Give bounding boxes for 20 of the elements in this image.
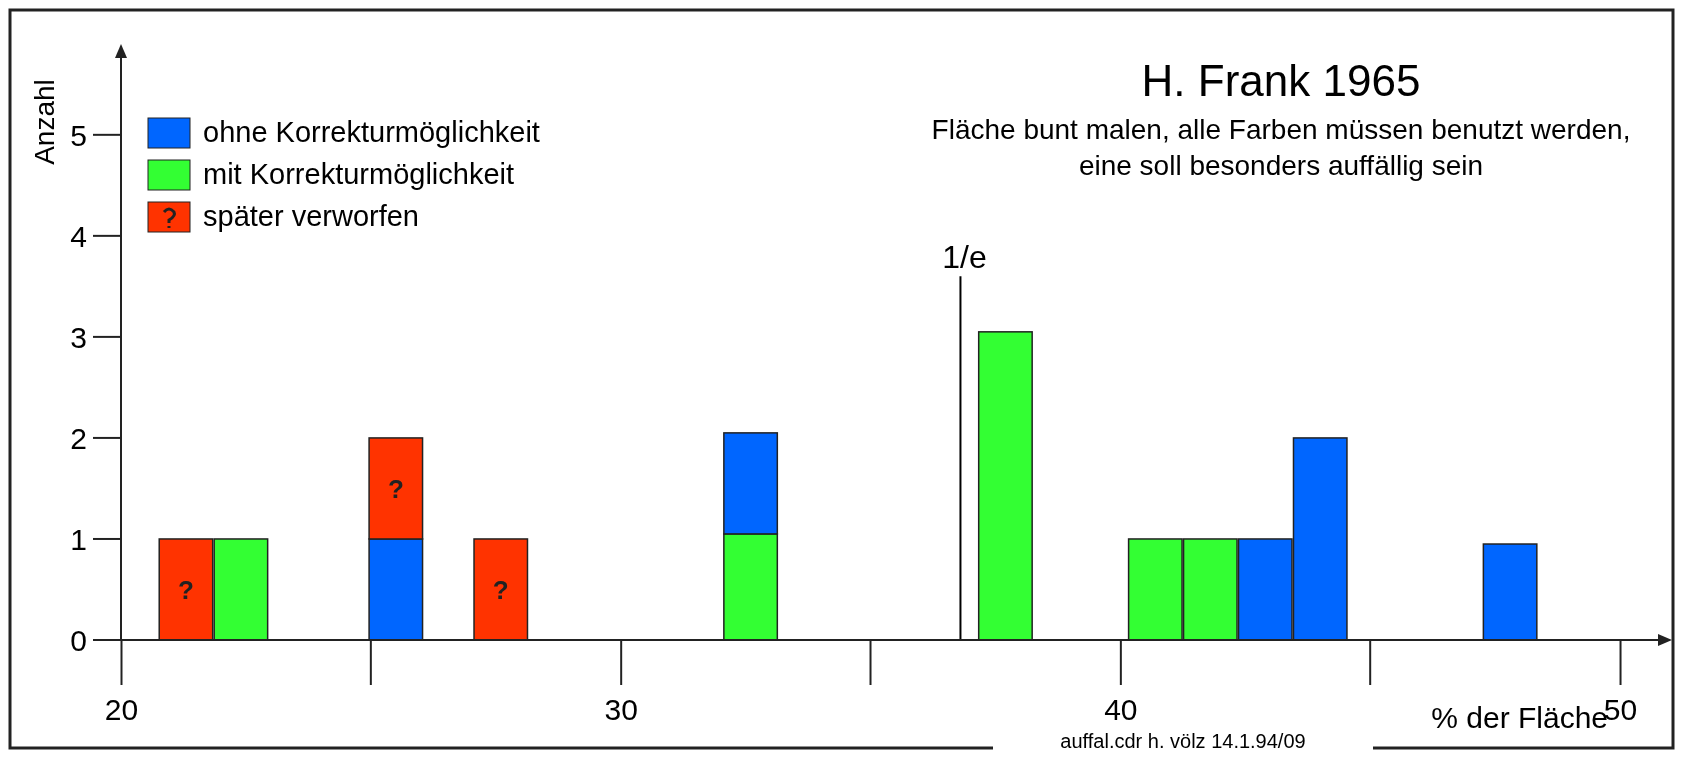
x-tick-label: 30 bbox=[604, 693, 638, 727]
legend-label: später verworfen bbox=[203, 200, 419, 232]
y-tick-label: 3 bbox=[70, 320, 87, 354]
x-tick-label: 40 bbox=[1104, 693, 1138, 727]
y-tick-label: 4 bbox=[70, 219, 87, 253]
legend-label: ohne Korrekturmöglichkeit bbox=[203, 116, 540, 148]
y-tick-label: 5 bbox=[70, 118, 87, 152]
chart-title: H. Frank 1965 bbox=[1141, 56, 1421, 105]
text: auffal.cdr h. völz 14.1.94/09 bbox=[1060, 730, 1306, 752]
annotation: ? bbox=[178, 575, 194, 606]
y-tick-label: 2 bbox=[70, 421, 87, 455]
annotation: ? bbox=[387, 474, 404, 505]
annotation: ? bbox=[492, 575, 509, 606]
y-tick-label: 1 bbox=[70, 522, 87, 556]
text: Fläche bunt malen, alle Farben müssen benutzt werden, eine soll besonders auffällig sein bbox=[931, 114, 1631, 181]
ref-line-label: 1/e bbox=[942, 239, 987, 276]
y-tick-label: 0 bbox=[70, 624, 87, 657]
legend-label: mit Korrekturmöglichkeit bbox=[203, 158, 515, 190]
y-axis-title: Anzahl bbox=[29, 79, 60, 165]
x-tick-label: 20 bbox=[104, 693, 139, 727]
